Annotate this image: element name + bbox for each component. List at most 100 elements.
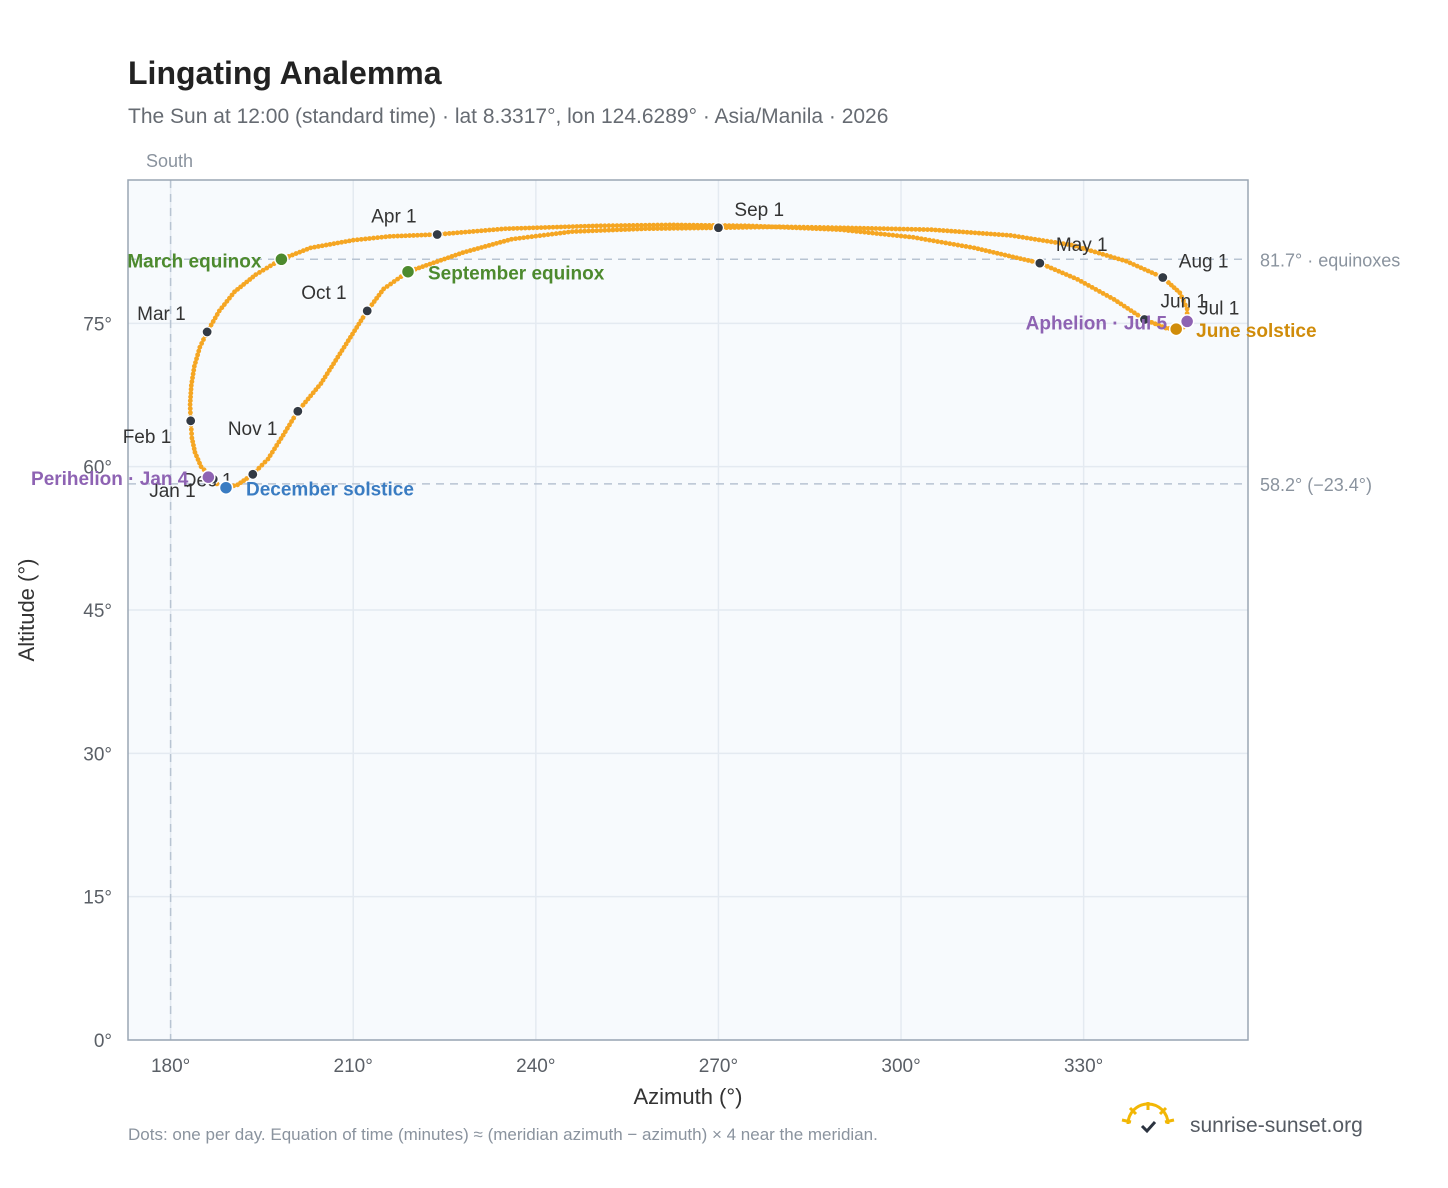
day-dot — [931, 238, 936, 244]
day-dot — [501, 238, 507, 244]
day-dot — [422, 232, 428, 238]
day-dot — [399, 233, 405, 239]
day-dot — [1181, 298, 1186, 304]
day-dot — [951, 241, 957, 247]
month-marker — [712, 222, 725, 234]
day-dot — [395, 276, 400, 282]
day-dot — [280, 432, 286, 438]
event-marker — [201, 469, 216, 485]
event-label: Aphelion · Jul 5 — [1026, 313, 1168, 334]
sunrise-logo-icon — [1121, 1102, 1175, 1134]
day-dot — [297, 249, 303, 255]
day-dot — [1078, 278, 1084, 284]
day-dot — [586, 223, 592, 229]
day-dot — [858, 229, 863, 235]
day-dot — [663, 222, 669, 228]
day-dot — [257, 270, 262, 275]
day-dot — [201, 337, 206, 342]
day-dot — [1104, 253, 1110, 258]
day-dot — [187, 410, 193, 416]
event-marker — [274, 252, 289, 267]
day-dot — [1020, 234, 1026, 240]
day-dot — [902, 234, 908, 239]
day-dot — [494, 227, 500, 232]
month-label: Apr 1 — [371, 206, 416, 227]
day-dot — [272, 446, 277, 452]
day-dot — [630, 222, 636, 228]
day-dot — [526, 225, 532, 231]
day-dot — [582, 228, 587, 234]
day-dot — [482, 228, 488, 233]
day-dot — [939, 239, 945, 245]
day-dot — [569, 229, 575, 235]
day-dot — [442, 231, 448, 237]
month-label: Feb 1 — [123, 427, 172, 448]
day-dot — [453, 252, 458, 258]
brand-name: sunrise-sunset.org — [1190, 1114, 1363, 1137]
day-dot — [1153, 271, 1158, 277]
day-dot — [626, 223, 632, 228]
day-dot — [362, 236, 368, 242]
day-dot — [865, 225, 871, 231]
day-dot — [890, 232, 896, 238]
day-dot — [732, 225, 738, 230]
day-dot — [1134, 263, 1140, 269]
day-dot — [1104, 293, 1110, 298]
reference-line-label: 58.2° (−23.4°) — [1260, 475, 1372, 495]
day-dot — [1056, 268, 1062, 274]
y-tick-label: 15° — [83, 888, 112, 909]
day-dot — [647, 222, 652, 228]
day-dot — [590, 228, 596, 234]
day-dot — [813, 224, 819, 230]
day-dot — [1067, 273, 1073, 279]
day-dot — [407, 233, 412, 238]
day-dot — [703, 225, 709, 231]
day-dot — [293, 251, 299, 256]
day-dot — [861, 225, 867, 231]
day-dot — [1040, 238, 1046, 243]
month-marker — [201, 326, 213, 338]
day-dot — [494, 240, 499, 246]
day-dot — [1048, 239, 1054, 245]
day-dot — [1056, 240, 1062, 246]
day-dot — [426, 232, 432, 238]
day-dot — [1018, 256, 1023, 262]
day-dot — [300, 248, 306, 254]
day-dot — [199, 341, 205, 346]
day-dot — [626, 226, 632, 232]
day-dot — [905, 226, 911, 232]
day-dot — [598, 228, 604, 233]
day-dot — [466, 229, 472, 235]
day-dot — [897, 226, 903, 232]
x-tick-label: 180° — [151, 1056, 190, 1077]
day-dot — [1096, 250, 1102, 256]
day-dot — [192, 449, 198, 455]
day-dot — [975, 246, 981, 252]
day-dot — [578, 228, 583, 234]
y-tick-label: 75° — [83, 314, 112, 335]
day-dot — [1100, 291, 1106, 296]
event-label: March equinox — [127, 251, 262, 272]
day-dot — [557, 230, 563, 236]
day-dot — [1088, 248, 1094, 254]
day-dot — [1182, 302, 1188, 308]
day-dot — [1118, 301, 1124, 307]
day-dot — [1076, 244, 1082, 250]
day-dot — [187, 406, 193, 412]
day-dot — [442, 256, 447, 262]
day-dot — [188, 383, 194, 388]
day-dot — [809, 224, 815, 230]
day-dot — [187, 402, 193, 407]
day-dot — [929, 227, 934, 233]
day-dot — [671, 222, 677, 228]
day-dot — [418, 232, 424, 238]
day-dot — [976, 230, 982, 236]
day-dot — [188, 390, 194, 396]
month-label: Aug 1 — [1179, 251, 1229, 272]
day-dot — [446, 231, 452, 236]
day-dot — [740, 224, 746, 230]
month-label: Jul 1 — [1199, 298, 1239, 319]
day-dot — [562, 224, 568, 230]
day-dot — [634, 226, 640, 232]
day-dot — [793, 224, 798, 230]
